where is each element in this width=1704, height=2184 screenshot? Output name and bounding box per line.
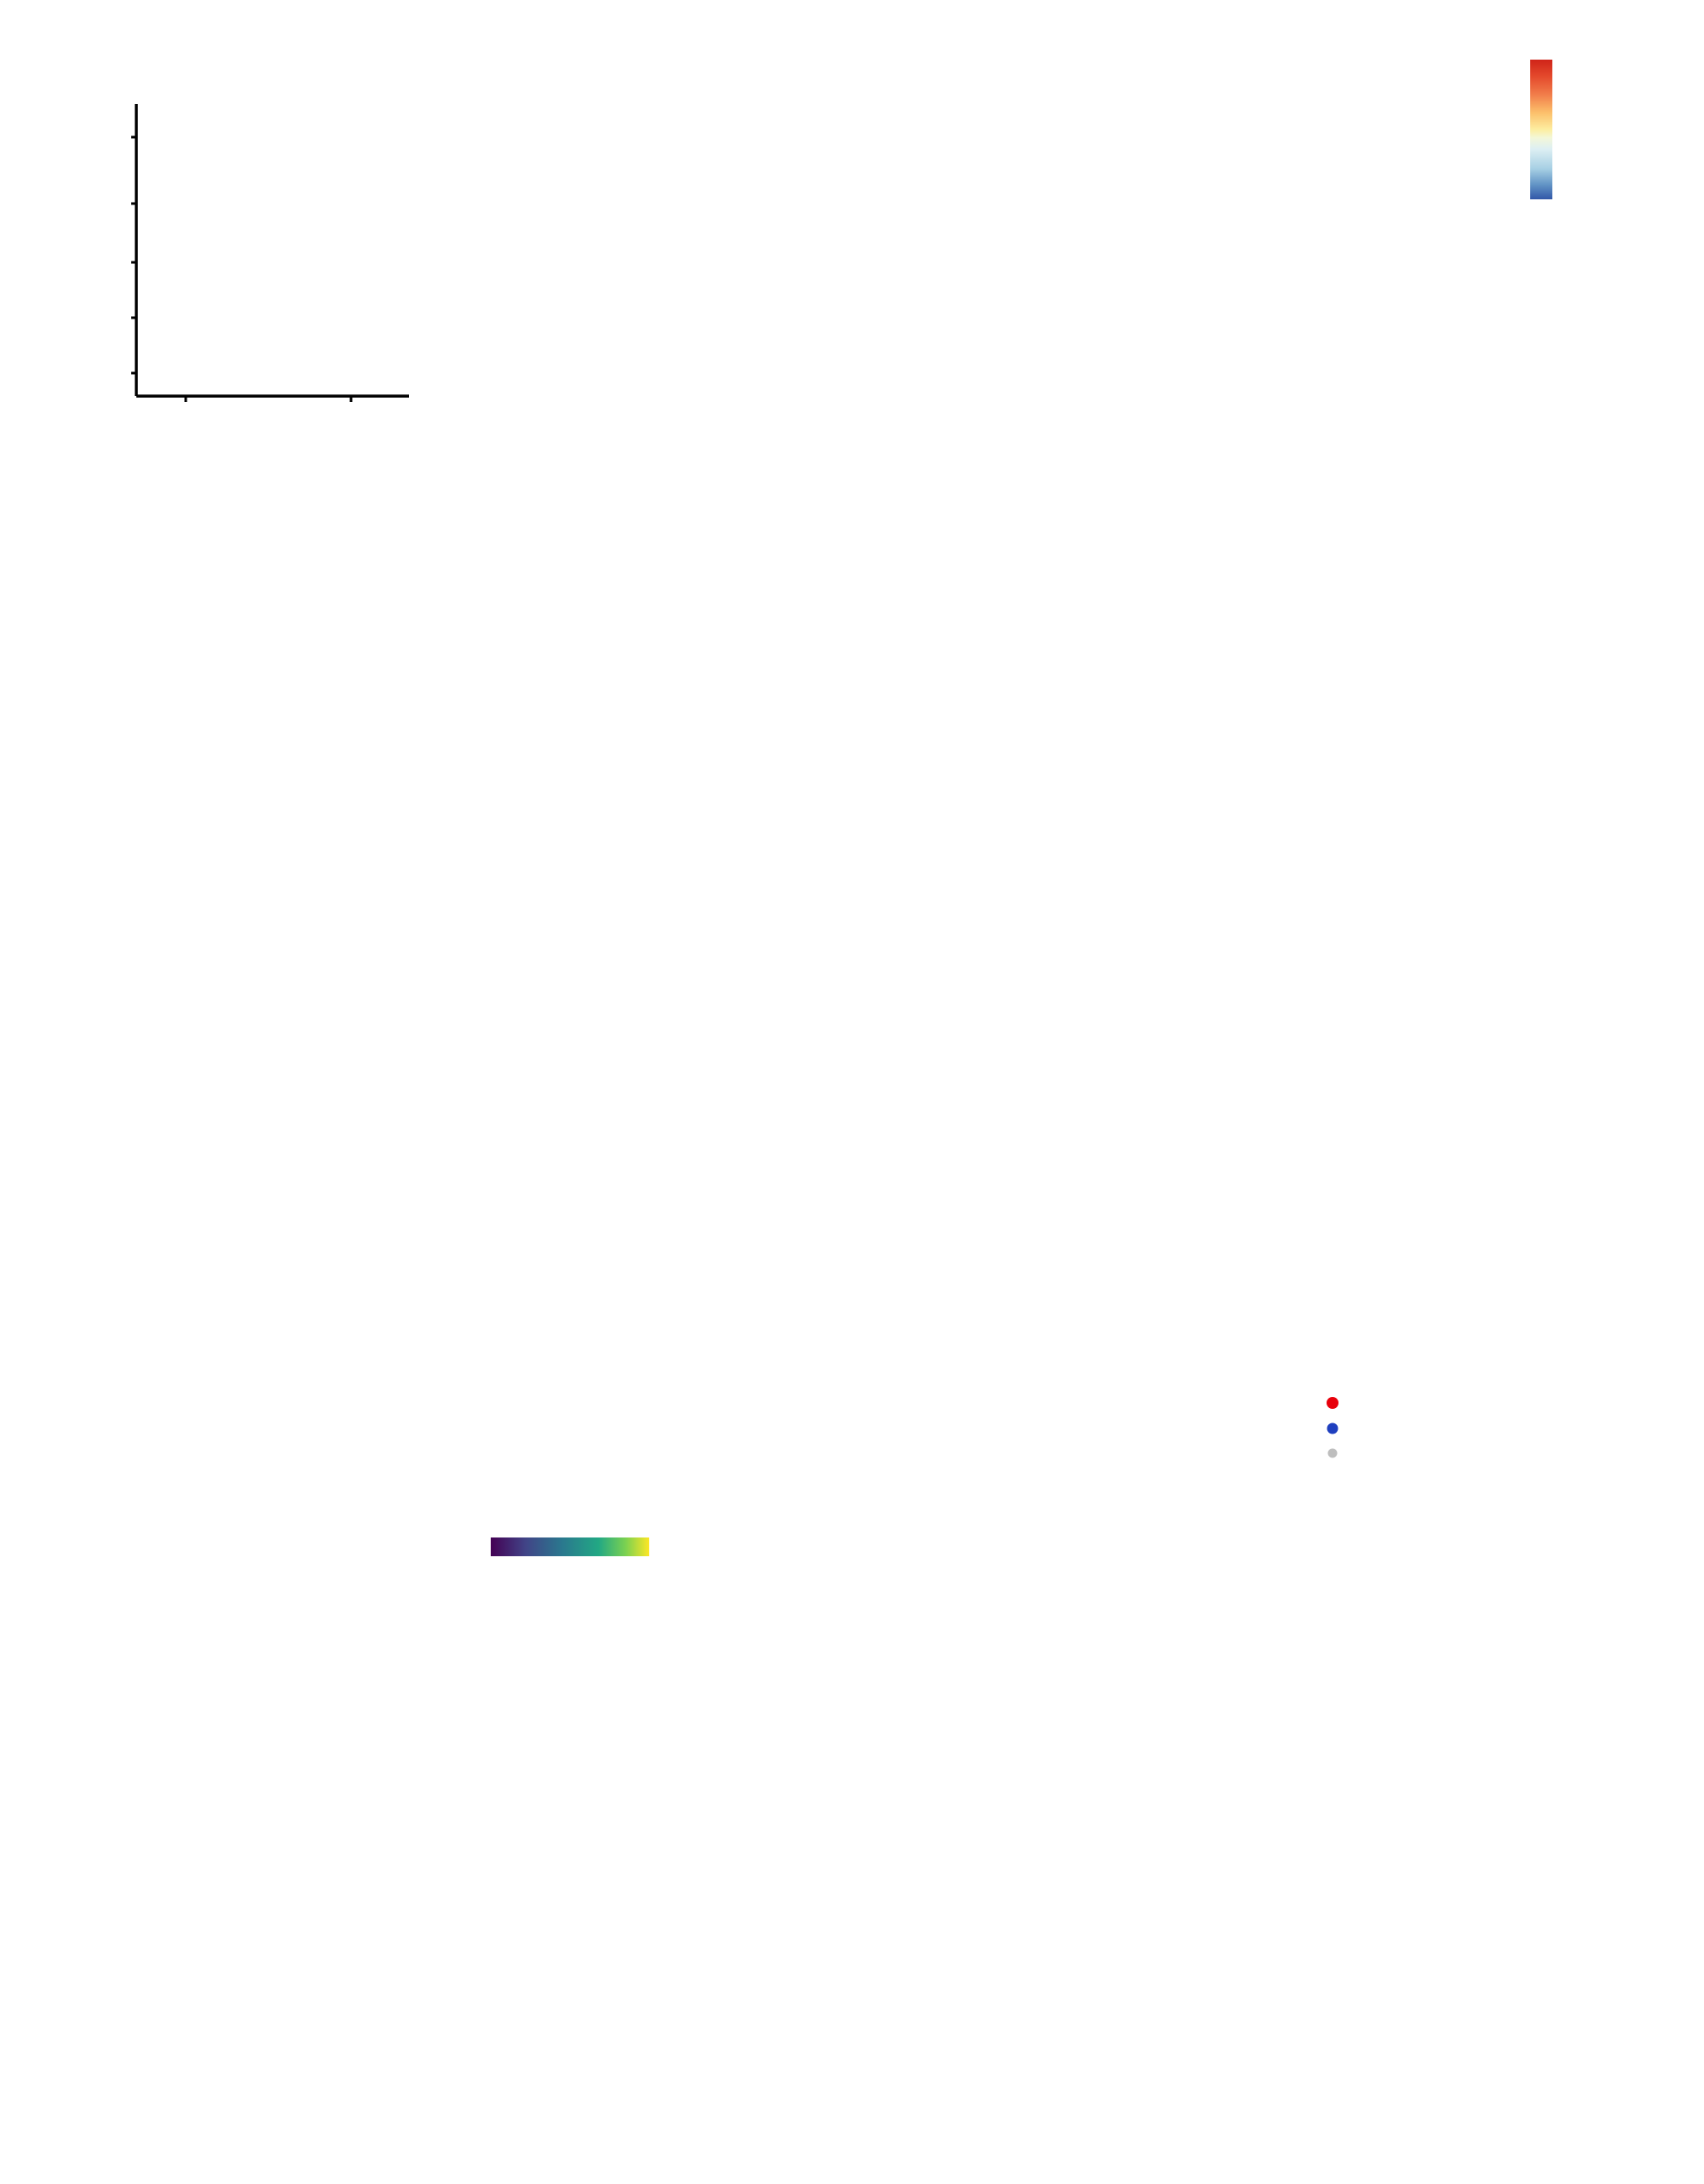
significance-dot-down: [1327, 1422, 1338, 1434]
significance-legend: [1321, 1363, 1704, 1465]
heatmap-colorbar: [1530, 60, 1552, 199]
volcano-f: [1150, 1440, 1678, 2181]
dotplot-colorbar: [491, 1537, 649, 1556]
significance-dot-up: [1327, 1397, 1338, 1409]
significance-dot-ns: [1327, 1448, 1338, 1458]
umap-axes: [131, 104, 409, 402]
heatmap-panel: [920, 9, 1704, 451]
volcano-e: [588, 1440, 1099, 2181]
volcano-d: [34, 1440, 545, 2181]
dotplot-panel: [17, 737, 1551, 1665]
umap-plot: [34, 43, 912, 477]
